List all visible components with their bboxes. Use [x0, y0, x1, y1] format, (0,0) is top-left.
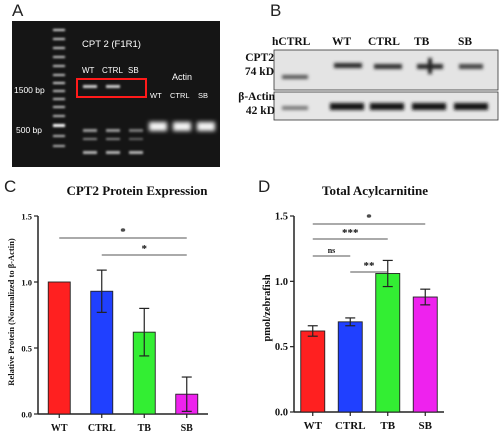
significance-label: ns	[328, 246, 336, 255]
blot-lane-ctrl: CTRL	[368, 36, 400, 48]
blot-row-cpt2-name: CPT2	[245, 52, 274, 64]
bar-wt	[300, 330, 326, 413]
cpt2-blot-bands	[282, 58, 483, 79]
blot-row-label-cpt2: CPT2 74 kD	[226, 51, 274, 79]
acylcarnitine-chart: Total Acylcarnitine pmol/zebrafish 0.0 0.…	[262, 183, 444, 432]
y-tick-label: 1.0	[21, 278, 32, 288]
chart-ylabel: pmol/zebrafish	[262, 274, 273, 341]
panel-letter-d: D	[258, 177, 271, 196]
gel-actin-label: Actin	[172, 72, 192, 82]
significance-label: *	[366, 212, 372, 224]
y-tick-label: 1.5	[275, 212, 288, 223]
blot-strip-cpt2	[273, 49, 499, 91]
bar-wt	[47, 281, 71, 415]
blot-row-actin-kd: 42 kD	[245, 105, 275, 117]
chart-ylabel: Relative Protein (Normalized to β-Actin)	[6, 238, 16, 386]
cpt2-protein-chart: CPT2 Protein Expression Relative Protein…	[6, 183, 208, 434]
gel-title: CPT 2 (F1R1)	[82, 39, 141, 50]
panel-letter-a: A	[12, 1, 24, 20]
y-tick-label: 1.5	[21, 212, 32, 222]
significance-label: **	[364, 260, 376, 272]
gel-lane-label-ctrl: CTRL	[102, 66, 123, 75]
significance-label: ***	[342, 227, 359, 239]
y-tick-label: 0.5	[21, 344, 32, 354]
blot-row-label-actin: β-Actin 42 kD	[221, 90, 275, 118]
blot-lane-sb: SB	[458, 36, 472, 48]
gel-actin-lane-sb: SB	[198, 91, 208, 100]
actin-gel-bands	[149, 122, 215, 131]
x-tick-label-wt: WT	[304, 420, 323, 432]
y-tick-label: 0.0	[21, 410, 32, 420]
chart-title: CPT2 Protein Expression	[66, 183, 208, 198]
gel-lane-label-sb: SB	[128, 66, 139, 75]
gel-marker-500: 500 bp	[16, 125, 42, 135]
x-tick-label-sb: SB	[419, 420, 433, 432]
actin-blot-bands	[282, 103, 488, 110]
blot-lane-wt: WT	[332, 36, 352, 48]
chart-title: Total Acylcarnitine	[322, 183, 428, 198]
blot-lane-tb: TB	[414, 36, 430, 48]
x-tick-label-tb: TB	[138, 423, 152, 434]
panel-letter-c: C	[4, 177, 17, 196]
y-tick-label: 0.5	[275, 342, 288, 353]
highlight-box	[76, 78, 147, 98]
bar-sb	[412, 296, 438, 413]
significance-label: *	[120, 226, 126, 238]
x-tick-label-sb: SB	[181, 423, 194, 434]
gel-actin-lane-wt: WT	[150, 91, 162, 100]
gel-actin-lane-ctrl: CTRL	[170, 91, 190, 100]
bar-tb	[375, 273, 401, 413]
x-tick-label-ctrl: CTRL	[335, 420, 366, 432]
y-tick-label: 1.0	[275, 277, 288, 288]
x-tick-label-tb: TB	[380, 420, 395, 432]
x-tick-label-ctrl: CTRL	[88, 423, 116, 434]
agarose-gel-image: CPT 2 (F1R1) WT CTRL SB Actin WT CTRL SB…	[12, 21, 220, 167]
blot-row-cpt2-kd: 74 kD	[244, 66, 274, 78]
y-tick-label: 0.0	[275, 408, 288, 419]
significance-label: *	[142, 243, 148, 255]
gel-marker-1500: 1500 bp	[14, 85, 45, 95]
bar-ctrl	[337, 321, 363, 413]
cpt2-gel-bands	[83, 85, 143, 154]
gel-lane-label-wt: WT	[82, 66, 95, 75]
blot-lane-hctrl: hCTRL	[272, 36, 311, 48]
x-tick-label-wt: WT	[51, 423, 68, 434]
panel-letter-b: B	[270, 1, 282, 20]
western-blot-image: hCTRL WT CTRL TB SB	[272, 36, 499, 121]
blot-row-actin-name: β-Actin	[238, 91, 275, 103]
dna-ladder	[53, 29, 65, 147]
